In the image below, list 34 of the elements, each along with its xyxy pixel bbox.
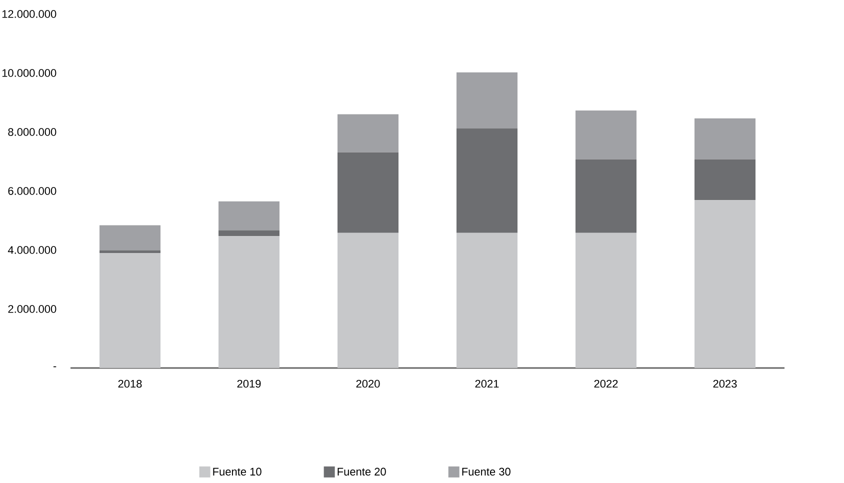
bar [456,232,518,368]
legend-label: Fuente 30 [462,468,510,476]
bar [218,201,280,230]
bar [100,250,161,253]
bar [338,152,398,233]
bar [694,200,756,368]
bar [456,128,518,233]
bar [694,159,756,200]
bar [100,225,161,250]
bar [218,230,280,236]
x-tick-label: 2022 [594,380,618,388]
x-tick-label: 2018 [118,380,142,388]
y-tick-label: - [53,366,56,368]
y-tick-label: 8.000.000 [8,128,56,136]
bar [338,232,398,368]
y-tick-label: 4.000.000 [8,246,56,254]
y-tick-label: 6.000.000 [8,187,56,195]
x-tick-label: 2021 [475,380,499,388]
legend-label: Fuente 20 [338,468,386,476]
bar [100,252,161,368]
y-tick-label: 12.000.000 [2,10,56,18]
bar [576,159,636,233]
bar [576,110,636,160]
y-tick-label: 10.000.000 [2,69,56,77]
bar [338,114,398,152]
bar [576,232,636,368]
bar [694,118,756,160]
bar [218,236,280,368]
x-tick-label: 2020 [356,380,380,388]
x-tick-label: 2023 [713,380,737,388]
legend-label: Fuente 10 [213,468,262,476]
x-tick-label: 2019 [237,380,261,388]
y-tick-label: 2.000.000 [8,305,56,313]
bar [456,72,518,128]
